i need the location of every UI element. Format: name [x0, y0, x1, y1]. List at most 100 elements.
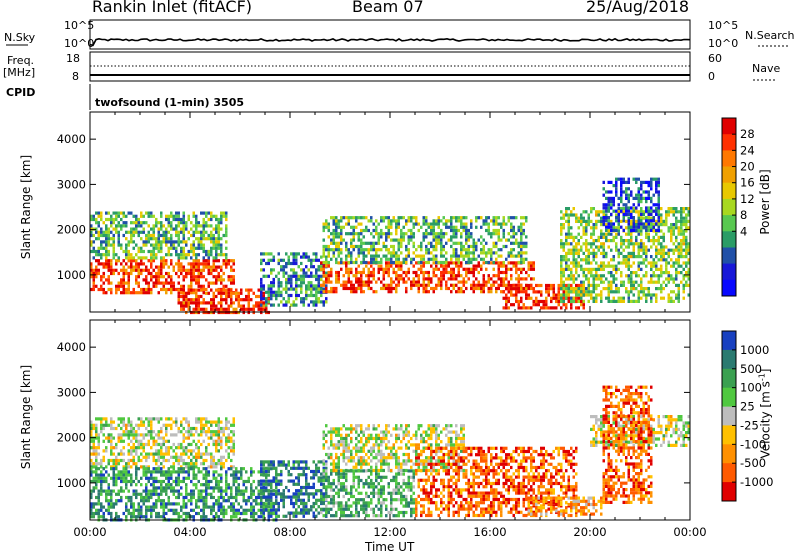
data-cell: [152, 467, 155, 471]
data-cell: [217, 307, 220, 311]
data-cell: [577, 248, 580, 252]
data-cell: [615, 219, 618, 223]
data-cell: [487, 251, 490, 255]
data-cell: [650, 180, 653, 184]
data-cell: [362, 216, 365, 220]
data-cell: [172, 284, 175, 288]
data-cell: [567, 213, 570, 217]
data-cell: [447, 270, 450, 275]
data-cell: [112, 502, 115, 506]
data-cell: [150, 495, 153, 500]
data-cell: [242, 483, 245, 487]
data-cell: [670, 229, 673, 233]
data-cell: [205, 449, 208, 453]
data-cell: [595, 293, 598, 297]
data-cell: [125, 505, 128, 509]
data-cell: [472, 257, 475, 261]
data-cell: [515, 270, 518, 275]
data-cell: [455, 225, 458, 229]
data-cell: [420, 267, 423, 271]
data-cell: [615, 226, 618, 230]
data-cell: [220, 486, 223, 490]
data-cell: [497, 238, 500, 242]
data-cell: [390, 286, 393, 291]
data-cell: [232, 495, 235, 500]
data-cell: [120, 433, 123, 437]
data-cell: [132, 233, 135, 238]
data-cell: [210, 268, 213, 272]
data-cell: [230, 467, 233, 471]
data-cell: [192, 298, 195, 302]
data-cell: [245, 307, 248, 311]
data-cell: [197, 495, 200, 500]
data-cell: [657, 228, 660, 232]
data-cell: [217, 233, 220, 238]
data-cell: [277, 287, 280, 291]
data-cell: [155, 275, 158, 279]
data-cell: [100, 473, 103, 477]
data-cell: [202, 458, 205, 463]
data-cell: [562, 290, 565, 294]
data-cell: [115, 458, 118, 463]
data-cell: [590, 290, 593, 294]
data-cell: [470, 235, 473, 239]
data-cell: [212, 458, 215, 463]
data-cell: [205, 301, 208, 305]
data-cell: [192, 291, 195, 295]
nave-tick-low: 0: [708, 70, 715, 83]
data-cell: [595, 251, 598, 255]
data-cell: [582, 299, 585, 303]
data-cell: [252, 499, 255, 503]
data-cell: [287, 293, 290, 298]
data-cell: [520, 238, 523, 242]
data-cell: [322, 270, 325, 275]
data-cell: [432, 222, 435, 226]
data-cell: [505, 277, 508, 281]
data-cell: [137, 446, 140, 450]
data-cell: [565, 210, 568, 214]
data-cell: [602, 232, 605, 236]
data-cell: [600, 229, 603, 233]
data-cell: [190, 271, 193, 276]
data-cell: [517, 299, 520, 304]
data-cell: [197, 479, 200, 484]
data-cell: [672, 261, 675, 265]
data-cell: [445, 241, 448, 245]
data-cell: [202, 268, 205, 272]
data-cell: [170, 221, 173, 225]
data-cell: [235, 499, 238, 503]
data-cell: [110, 417, 113, 421]
data-cell: [640, 219, 643, 223]
data-cell: [210, 211, 213, 215]
data-cell: [592, 242, 595, 246]
data-cell: [337, 235, 340, 239]
data-cell: [102, 479, 105, 484]
data-cell: [280, 290, 283, 294]
data-cell: [217, 271, 220, 276]
data-cell: [170, 284, 173, 288]
data-cell: [360, 277, 363, 281]
data-cell: [662, 271, 665, 275]
data-cell: [432, 267, 435, 271]
data-cell: [100, 462, 103, 466]
data-cell: [512, 261, 515, 265]
data-cell: [227, 304, 230, 308]
data-cell: [587, 248, 590, 252]
station-title: Rankin Inlet (fitACF): [92, 0, 253, 16]
data-cell: [575, 290, 578, 294]
data-cell: [380, 219, 383, 223]
data-cell: [222, 214, 225, 218]
data-cell: [332, 222, 335, 226]
nsearch-tick-low: 10^0: [708, 37, 739, 50]
data-cell: [600, 296, 603, 300]
data-cell: [625, 274, 628, 278]
data-cell: [675, 283, 678, 287]
data-cell: [152, 476, 155, 480]
data-cell: [172, 465, 175, 469]
data-cell: [500, 238, 503, 242]
data-cell: [627, 225, 630, 229]
data-cell: [125, 221, 128, 225]
data-cell: [397, 264, 400, 268]
data-cell: [350, 238, 353, 242]
data-cell: [95, 502, 98, 506]
